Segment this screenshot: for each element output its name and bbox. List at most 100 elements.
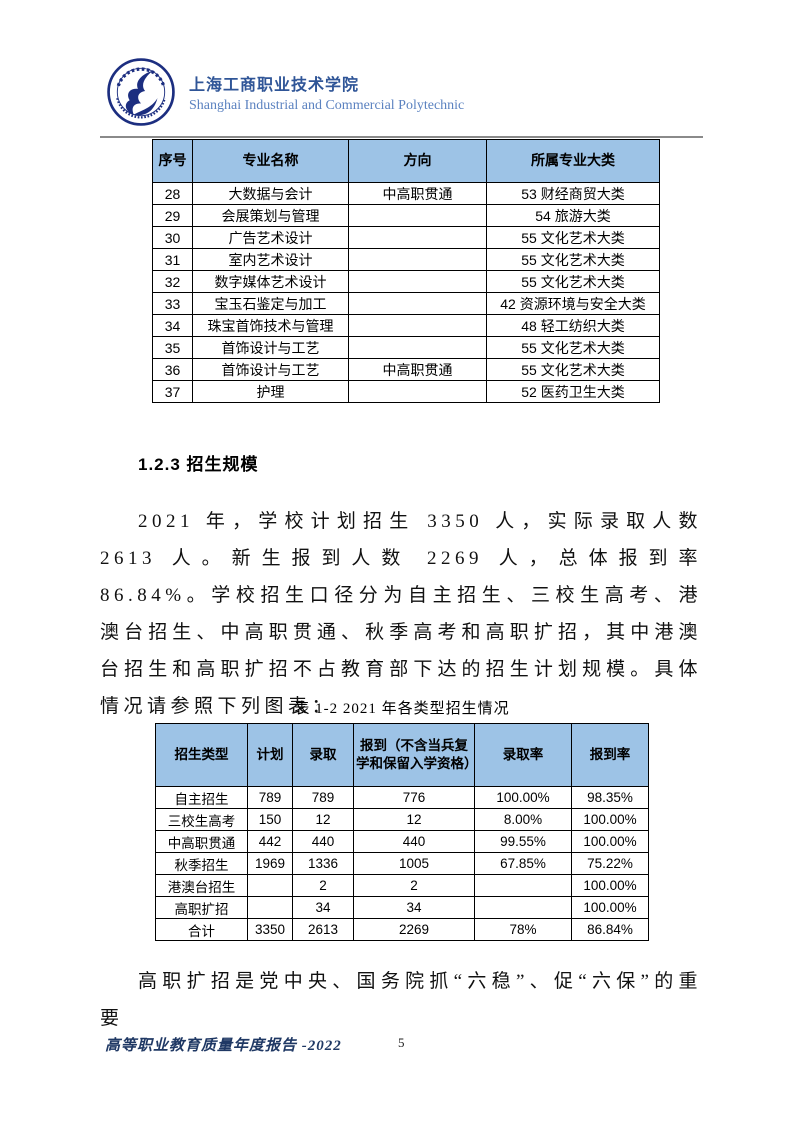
col-header-index: 序号 — [152, 139, 193, 183]
table-cell — [474, 896, 572, 919]
table-cell: 42 资源环境与安全大类 — [486, 292, 660, 315]
table-row: 29 会展策划与管理 54 旅游大类 — [152, 204, 660, 227]
table-cell: 29 — [152, 204, 193, 227]
majors-table: 序号 专业名称 方向 所属专业大类 28 大数据与会计 中高职贯通 53 财经商贸大类… — [152, 139, 660, 403]
col-header-plan: 计划 — [247, 723, 293, 787]
table-cell: 34 — [353, 896, 475, 919]
col-header-enroll-type: 招生类型 — [155, 723, 248, 787]
school-name-chinese: 上海工商职业技术学院 — [189, 76, 360, 94]
col-header-admitted: 录取 — [292, 723, 354, 787]
table-cell: 54 旅游大类 — [486, 204, 660, 227]
enrollment-table-body: 自主招生 789 789 776 100.00% 98.35% 三校生高考 150 12 12 8.… — [155, 786, 649, 941]
table-cell: 100.00% — [571, 808, 649, 831]
table-cell: 1969 — [247, 852, 293, 875]
table-row: 33 宝玉石鉴定与加工 42 资源环境与安全大类 — [152, 292, 660, 315]
table-cell: 52 医药卫生大类 — [486, 380, 660, 403]
table-cell: 34 — [292, 896, 354, 919]
table-cell: 宝玉石鉴定与加工 — [192, 292, 349, 315]
table-row: 36 首饰设计与工艺 中高职贯通 55 文化艺术大类 — [152, 358, 660, 381]
table-cell — [348, 226, 487, 249]
table-cell: 100.00% — [571, 874, 649, 897]
table-row: 35 首饰设计与工艺 55 文化艺术大类 — [152, 336, 660, 359]
table-row: 34 珠宝首饰技术与管理 48 轻工纺织大类 — [152, 314, 660, 337]
col-header-register-rate: 报到率 — [571, 723, 649, 787]
table-cell: 大数据与会计 — [192, 182, 349, 205]
closing-paragraph: 高职扩招是党中央、国务院抓“六稳”、促“六保”的重要 — [100, 971, 702, 1029]
table-cell: 98.35% — [571, 786, 649, 809]
table-cell: 37 — [152, 380, 193, 403]
table-cell: 150 — [247, 808, 293, 831]
table-caption: 表 1-2 2021 年各类型招生情况 — [294, 701, 510, 717]
table-row: 37 护理 52 医药卫生大类 — [152, 380, 660, 403]
col-header-admit-rate: 录取率 — [474, 723, 572, 787]
col-header-major-name: 专业名称 — [192, 139, 349, 183]
table-cell: 自主招生 — [155, 786, 248, 809]
table-cell — [348, 270, 487, 293]
col-header-direction: 方向 — [348, 139, 487, 183]
table-row: 31 室内艺术设计 55 文化艺术大类 — [152, 248, 660, 271]
table-cell: 67.85% — [474, 852, 572, 875]
table-header-row: 招生类型 计划 录取 报到（不含当兵复学和保留入学资格） 录取率 报到率 — [155, 723, 649, 787]
table-cell: 会展策划与管理 — [192, 204, 349, 227]
table-cell: 室内艺术设计 — [192, 248, 349, 271]
table-cell: 31 — [152, 248, 193, 271]
table-cell: 48 轻工纺织大类 — [486, 314, 660, 337]
table-cell: 首饰设计与工艺 — [192, 358, 349, 381]
table-row: 秋季招生 1969 1336 1005 67.85% 75.22% — [155, 852, 649, 875]
table-row: 自主招生 789 789 776 100.00% 98.35% — [155, 786, 649, 809]
table-cell — [348, 204, 487, 227]
table-cell: 776 — [353, 786, 475, 809]
table-cell: 789 — [247, 786, 293, 809]
table-cell: 75.22% — [571, 852, 649, 875]
table-cell: 440 — [353, 830, 475, 853]
table-row: 中高职贯通 442 440 440 99.55% 100.00% — [155, 830, 649, 853]
table-cell: 合计 — [155, 918, 248, 941]
enrollment-table: 招生类型 计划 录取 报到（不含当兵复学和保留入学资格） 录取率 报到率 自主招… — [155, 723, 649, 941]
table-cell: 36 — [152, 358, 193, 381]
table-header-row: 序号 专业名称 方向 所属专业大类 — [152, 139, 660, 183]
table-cell: 12 — [292, 808, 354, 831]
table-cell — [247, 874, 293, 897]
table-cell: 2613 — [292, 918, 354, 941]
footer-page-number: 5 — [398, 1035, 405, 1050]
col-header-category: 所属专业大类 — [486, 139, 660, 183]
table-cell — [247, 896, 293, 919]
table-cell: 秋季招生 — [155, 852, 248, 875]
table-cell: 广告艺术设计 — [192, 226, 349, 249]
table-row: 32 数字媒体艺术设计 55 文化艺术大类 — [152, 270, 660, 293]
table-cell: 1336 — [292, 852, 354, 875]
table-cell: 12 — [353, 808, 475, 831]
table-cell: 数字媒体艺术设计 — [192, 270, 349, 293]
table-cell: 100.00% — [571, 830, 649, 853]
table-cell: 护理 — [192, 380, 349, 403]
table-cell: 55 文化艺术大类 — [486, 248, 660, 271]
enrollment-table-header: 招生类型 计划 录取 报到（不含当兵复学和保留入学资格） 录取率 报到率 — [155, 723, 649, 787]
table-cell: 30 — [152, 226, 193, 249]
table-cell: 35 — [152, 336, 193, 359]
page-header: 上海工商职业技术学院 Shanghai Industrial and Comme… — [106, 57, 464, 127]
table-cell: 78% — [474, 918, 572, 941]
table-cell: 三校生高考 — [155, 808, 248, 831]
table-cell: 中高职贯通 — [348, 358, 487, 381]
table-cell: 中高职贯通 — [348, 182, 487, 205]
table-row: 港澳台招生 2 2 100.00% — [155, 874, 649, 897]
school-seal-icon — [107, 58, 175, 126]
table-cell: 2 — [292, 874, 354, 897]
col-header-registered: 报到（不含当兵复学和保留入学资格） — [353, 723, 475, 787]
table-cell: 86.84% — [571, 918, 649, 941]
table-cell: 高职扩招 — [155, 896, 248, 919]
table-cell: 港澳台招生 — [155, 874, 248, 897]
enrollment-paragraph: 2021 年，学校计划招生 3350 人，实际录取人数 2613 人。新生报到人… — [100, 511, 702, 717]
table-cell: 440 — [292, 830, 354, 853]
table-cell — [474, 874, 572, 897]
school-name-english: Shanghai Industrial and Commercial Polyt… — [189, 97, 465, 113]
table-cell — [348, 248, 487, 271]
majors-table-header: 序号 专业名称 方向 所属专业大类 — [152, 139, 660, 183]
table-cell: 33 — [152, 292, 193, 315]
table-cell: 55 文化艺术大类 — [486, 270, 660, 293]
section-heading: 1.2.3 招生规模 — [138, 455, 259, 474]
header-titles: 上海工商职业技术学院 Shanghai Industrial and Comme… — [189, 71, 464, 114]
table-row: 28 大数据与会计 中高职贯通 53 财经商贸大类 — [152, 182, 660, 205]
table-cell: 首饰设计与工艺 — [192, 336, 349, 359]
